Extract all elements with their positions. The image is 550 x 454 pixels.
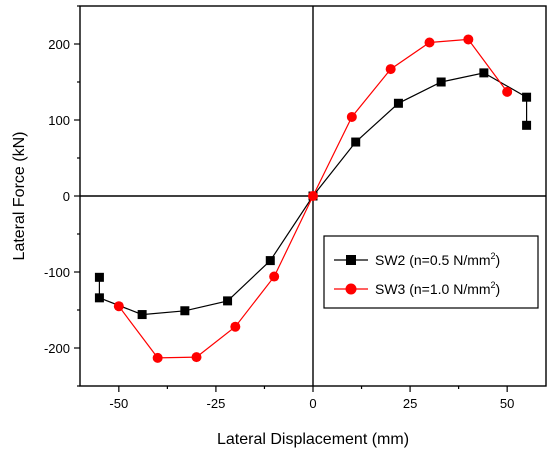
- data-point: [436, 77, 446, 87]
- legend-label-sw3-sup: 2: [491, 280, 496, 290]
- data-point: [180, 306, 190, 316]
- data-point: [137, 310, 147, 320]
- x-tick-label: -50: [109, 396, 128, 411]
- series-layer: [94, 34, 532, 363]
- data-point: [351, 137, 361, 147]
- data-point: [94, 293, 104, 303]
- series-sw3: [113, 34, 513, 363]
- data-point: [230, 321, 241, 332]
- legend-marker-sw3: [345, 283, 357, 295]
- legend-entry-sw2: SW2 (n=0.5 N/mm2): [334, 251, 500, 268]
- data-point: [502, 86, 513, 97]
- y-tick-label: 100: [48, 113, 70, 128]
- x-tick-label: 25: [403, 396, 417, 411]
- data-point: [463, 34, 474, 45]
- legend-label-sw2-main: SW2 (n=0.5 N/mm: [375, 252, 491, 268]
- data-point: [424, 37, 435, 48]
- legend-marker-sw2: [346, 255, 356, 265]
- data-point: [393, 98, 403, 108]
- data-point: [94, 272, 104, 282]
- x-tick-label: 0: [309, 396, 316, 411]
- axes: -50 -25 0 25 50 -200 -100 0 100 200: [44, 5, 547, 411]
- y-axis-title: Lateral Force (kN): [11, 132, 28, 261]
- legend-label-sw2-sup: 2: [491, 251, 496, 261]
- data-point: [152, 352, 163, 363]
- data-point: [113, 301, 124, 312]
- legend: SW2 (n=0.5 N/mm2) SW3 (n=1.0 N/mm2): [323, 235, 539, 309]
- legend-label-sw3: SW3 (n=1.0 N/mm2): [375, 280, 500, 297]
- data-point: [191, 352, 202, 363]
- data-point: [522, 92, 532, 102]
- y-tick-label: -100: [44, 265, 70, 280]
- legend-label-sw3-end: ): [496, 281, 501, 297]
- legend-label-sw3-main: SW3 (n=1.0 N/mm: [375, 281, 491, 297]
- data-point: [385, 64, 396, 75]
- y-tick-label: -200: [44, 341, 70, 356]
- data-point: [522, 120, 532, 130]
- data-point: [269, 271, 280, 282]
- legend-box: [323, 235, 539, 309]
- y-tick-label: 200: [48, 37, 70, 52]
- data-point: [308, 191, 318, 201]
- x-tick-label: 50: [500, 396, 514, 411]
- data-point: [479, 68, 489, 78]
- legend-label-sw2: SW2 (n=0.5 N/mm2): [375, 251, 500, 268]
- data-point: [265, 256, 275, 266]
- data-point: [223, 296, 233, 306]
- y-tick-label: 0: [63, 189, 70, 204]
- legend-label-sw2-end: ): [496, 252, 501, 268]
- x-tick-label: -25: [207, 396, 226, 411]
- data-point: [346, 111, 357, 122]
- x-axis-title: Lateral Displacement (mm): [217, 431, 409, 448]
- legend-entry-sw3: SW3 (n=1.0 N/mm2): [334, 280, 500, 297]
